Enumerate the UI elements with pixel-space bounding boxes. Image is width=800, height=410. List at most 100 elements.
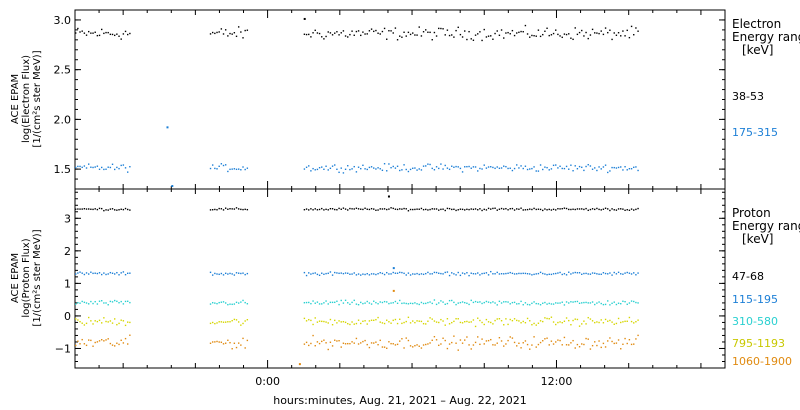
data-point — [381, 322, 384, 324]
data-point — [351, 273, 353, 275]
data-point — [96, 208, 99, 211]
data-point — [305, 320, 308, 322]
data-point — [448, 168, 451, 171]
data-point — [116, 342, 118, 344]
data-point — [233, 208, 236, 210]
data-point — [427, 31, 429, 33]
data-point — [334, 271, 336, 274]
proton-legend-1060-1900: 1060-1900 — [732, 355, 792, 368]
data-point — [539, 320, 542, 322]
data-point — [355, 207, 358, 209]
data-point — [373, 273, 375, 275]
data-point — [533, 207, 535, 210]
data-point — [466, 208, 468, 211]
data-point — [88, 339, 90, 341]
data-point — [308, 33, 310, 36]
data-point — [470, 167, 472, 169]
data-point — [373, 342, 375, 344]
data-point — [628, 167, 631, 170]
data-point — [235, 346, 238, 349]
data-point — [496, 271, 498, 274]
data-point — [457, 302, 459, 304]
data-point — [479, 319, 481, 322]
outlier-point — [387, 195, 390, 198]
data-point — [620, 35, 622, 37]
data-point — [633, 209, 635, 211]
data-point — [222, 274, 225, 276]
data-point — [111, 322, 114, 324]
data-point — [334, 164, 336, 166]
data-point — [485, 167, 488, 169]
data-point — [535, 324, 537, 326]
data-point — [472, 39, 475, 41]
data-point — [461, 272, 464, 274]
data-point — [405, 302, 407, 305]
data-point — [453, 36, 455, 38]
data-point — [422, 165, 425, 167]
data-point — [505, 165, 507, 168]
data-point — [481, 209, 483, 212]
data-point — [373, 208, 375, 210]
data-point — [472, 344, 475, 346]
data-point — [485, 340, 488, 342]
data-point — [604, 272, 607, 275]
data-point — [412, 320, 414, 322]
data-point — [581, 273, 583, 276]
data-point — [574, 27, 576, 29]
data-point — [222, 321, 225, 323]
data-point — [468, 208, 470, 211]
data-point — [403, 164, 405, 166]
data-point — [533, 301, 535, 303]
data-point — [438, 272, 440, 274]
data-point — [468, 165, 470, 168]
data-point — [308, 272, 310, 274]
data-point — [235, 272, 238, 274]
data-point — [500, 320, 503, 322]
data-point — [246, 272, 249, 275]
data-point — [520, 300, 522, 303]
data-point — [511, 319, 514, 322]
data-point — [83, 32, 86, 34]
data-point — [396, 302, 399, 305]
data-point — [509, 303, 511, 305]
data-point — [490, 35, 492, 37]
data-point — [418, 26, 420, 28]
data-point — [240, 31, 242, 33]
data-point — [477, 170, 479, 172]
data-point — [589, 34, 592, 36]
data-point — [244, 320, 246, 322]
data-point — [331, 208, 334, 210]
data-point — [209, 167, 212, 170]
data-point — [555, 164, 557, 166]
data-point — [357, 166, 360, 168]
data-point — [444, 164, 446, 167]
data-point — [340, 208, 342, 210]
proton-legend-115-195: 115-195 — [732, 293, 778, 306]
data-point — [227, 208, 229, 210]
data-point — [574, 271, 576, 274]
data-point — [535, 35, 537, 37]
data-point — [589, 273, 592, 275]
data-point — [561, 167, 563, 170]
data-point — [542, 209, 544, 212]
data-point — [591, 320, 594, 322]
data-point — [338, 339, 340, 342]
data-point — [83, 301, 86, 304]
data-point — [468, 344, 470, 346]
data-point — [90, 339, 92, 342]
data-point — [459, 274, 462, 277]
data-point — [444, 303, 446, 306]
outlier-point — [303, 17, 306, 20]
data-point — [459, 339, 462, 341]
data-point — [628, 209, 631, 212]
data-point — [570, 324, 572, 326]
data-point — [77, 208, 79, 210]
data-point — [546, 273, 548, 276]
data-point — [209, 303, 212, 305]
data-point — [237, 272, 240, 274]
data-point — [379, 272, 381, 274]
data-point — [522, 31, 524, 33]
data-point — [407, 210, 410, 212]
data-point — [118, 167, 120, 170]
data-point — [635, 301, 637, 304]
